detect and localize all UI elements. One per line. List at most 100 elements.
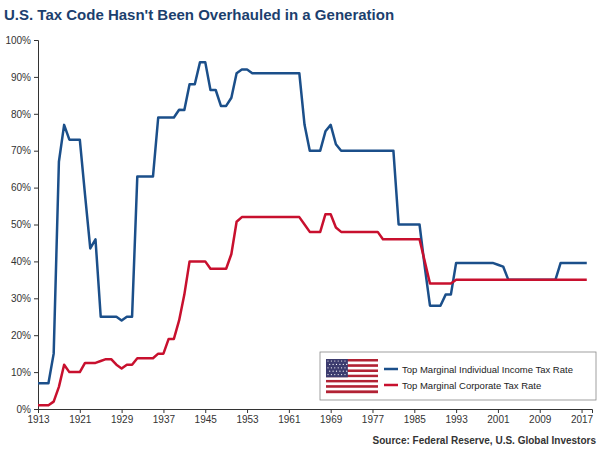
flag-stripe: [326, 390, 378, 393]
y-tick-label: 70%: [11, 145, 31, 156]
y-tick-mark: [34, 335, 38, 336]
y-tick-mark: [34, 225, 38, 226]
y-tick-label: 0%: [17, 404, 32, 415]
y-tick: 10%: [11, 367, 38, 378]
x-tick-mark: [456, 409, 457, 413]
plot: 0%10%20%30%40%50%60%70%80%90%100%1913192…: [5, 35, 593, 425]
flag-icon: [326, 359, 378, 393]
y-axis-line: [34, 41, 39, 410]
title: U.S. Tax Code Hasn't Been Overhauled in …: [4, 6, 394, 23]
y-tick-mark: [34, 409, 38, 410]
flag-star: [344, 374, 345, 375]
x-tick-mark: [498, 409, 499, 413]
y-tick-label: 80%: [11, 109, 31, 120]
x-tick-label: 2009: [529, 414, 552, 425]
y-tick: 60%: [11, 182, 38, 193]
y-tick: 50%: [11, 219, 38, 230]
x-tick: 1921: [69, 409, 92, 425]
flag-star: [334, 374, 335, 375]
flag-star: [341, 360, 342, 361]
x-tick-label: 1945: [195, 414, 218, 425]
y-tick-label: 90%: [11, 72, 31, 83]
legend-label: Top Marginal Individual Income Tax Rate: [402, 364, 573, 375]
flag-canton: [326, 359, 348, 377]
x-tick: 2017: [571, 409, 594, 425]
x-tick: 1977: [362, 409, 385, 425]
flag-star: [329, 371, 330, 372]
y-tick: 0%: [17, 404, 38, 415]
y-tick-label: 40%: [11, 256, 31, 267]
y-tick-mark: [34, 40, 38, 41]
series-line: [38, 62, 587, 383]
x-tick-label: 2001: [487, 414, 510, 425]
x-tick: 1945: [195, 409, 218, 425]
y-tick: 20%: [11, 330, 38, 341]
x-tick-label: 1961: [278, 414, 301, 425]
legend-label: Top Marginal Corporate Tax Rate: [402, 380, 541, 391]
flag-stripe: [326, 377, 378, 380]
x-tick-label: 1937: [153, 414, 176, 425]
legend-swatch: [384, 384, 398, 387]
flag-star: [331, 367, 332, 368]
x-tick-mark: [540, 409, 541, 413]
y-tick: 100%: [5, 35, 38, 46]
y-tick: 90%: [11, 72, 38, 83]
x-tick-label: 1969: [320, 414, 343, 425]
flag-star: [343, 371, 344, 372]
flag-star: [333, 371, 334, 372]
flag-star: [336, 371, 337, 372]
y-tick-mark: [34, 77, 38, 78]
x-tick-mark: [289, 409, 290, 413]
x-tick-mark: [247, 409, 248, 413]
legend-box: [320, 352, 596, 400]
flag-star: [333, 364, 334, 365]
flag-star: [338, 360, 339, 361]
y-tick-label: 30%: [11, 293, 31, 304]
y-tick-mark: [34, 114, 38, 115]
flag-stripe: [326, 380, 378, 383]
x-axis: 1913192119291937194519531961196919771985…: [27, 409, 593, 425]
y-tick-mark: [34, 298, 38, 299]
y-tick-label: 20%: [11, 330, 31, 341]
legend-swatch: [384, 368, 398, 371]
x-tick: 2001: [487, 409, 510, 425]
y-tick-mark: [34, 261, 38, 262]
x-tick: 1937: [153, 409, 176, 425]
flag-star: [331, 360, 332, 361]
y-tick-label: 50%: [11, 219, 31, 230]
y-tick-mark: [34, 151, 38, 152]
flag-star: [338, 374, 339, 375]
x-tick-mark: [372, 409, 373, 413]
x-tick: 1961: [278, 409, 301, 425]
x-tick-label: 1993: [445, 414, 468, 425]
x-tick: 1953: [236, 409, 259, 425]
legend: Top Marginal Individual Income Tax Rate T…: [320, 352, 596, 400]
flag-star: [336, 364, 337, 365]
flag-star: [343, 364, 344, 365]
flag-star: [344, 367, 345, 368]
flag-star: [346, 371, 347, 372]
y-axis: 0% 10% 20% 30% 40% 50% 60% 70% 80% 90% 100%: [5, 35, 38, 415]
x-tick-label: 1921: [69, 414, 92, 425]
flag-star: [339, 371, 340, 372]
x-tick-mark: [414, 409, 415, 413]
y-tick-mark: [34, 372, 38, 373]
x-tick-label: 1977: [362, 414, 385, 425]
y-tick-label: 10%: [11, 367, 31, 378]
y-tick: 30%: [11, 293, 38, 304]
x-tick: 1969: [320, 409, 343, 425]
x-tick-mark: [331, 409, 332, 413]
y-tick: 70%: [11, 145, 38, 156]
flag-star: [327, 367, 328, 368]
flag-star: [346, 364, 347, 365]
x-tick-label: 2017: [571, 414, 594, 425]
x-tick: 2009: [529, 409, 552, 425]
flag-star: [327, 374, 328, 375]
y-tick-label: 100%: [5, 35, 31, 46]
flag-star: [331, 374, 332, 375]
flag-star: [339, 364, 340, 365]
y-tick-label: 60%: [11, 182, 31, 193]
x-tick: 1993: [445, 409, 468, 425]
flag-stripe: [326, 383, 378, 386]
flag-star: [341, 367, 342, 368]
